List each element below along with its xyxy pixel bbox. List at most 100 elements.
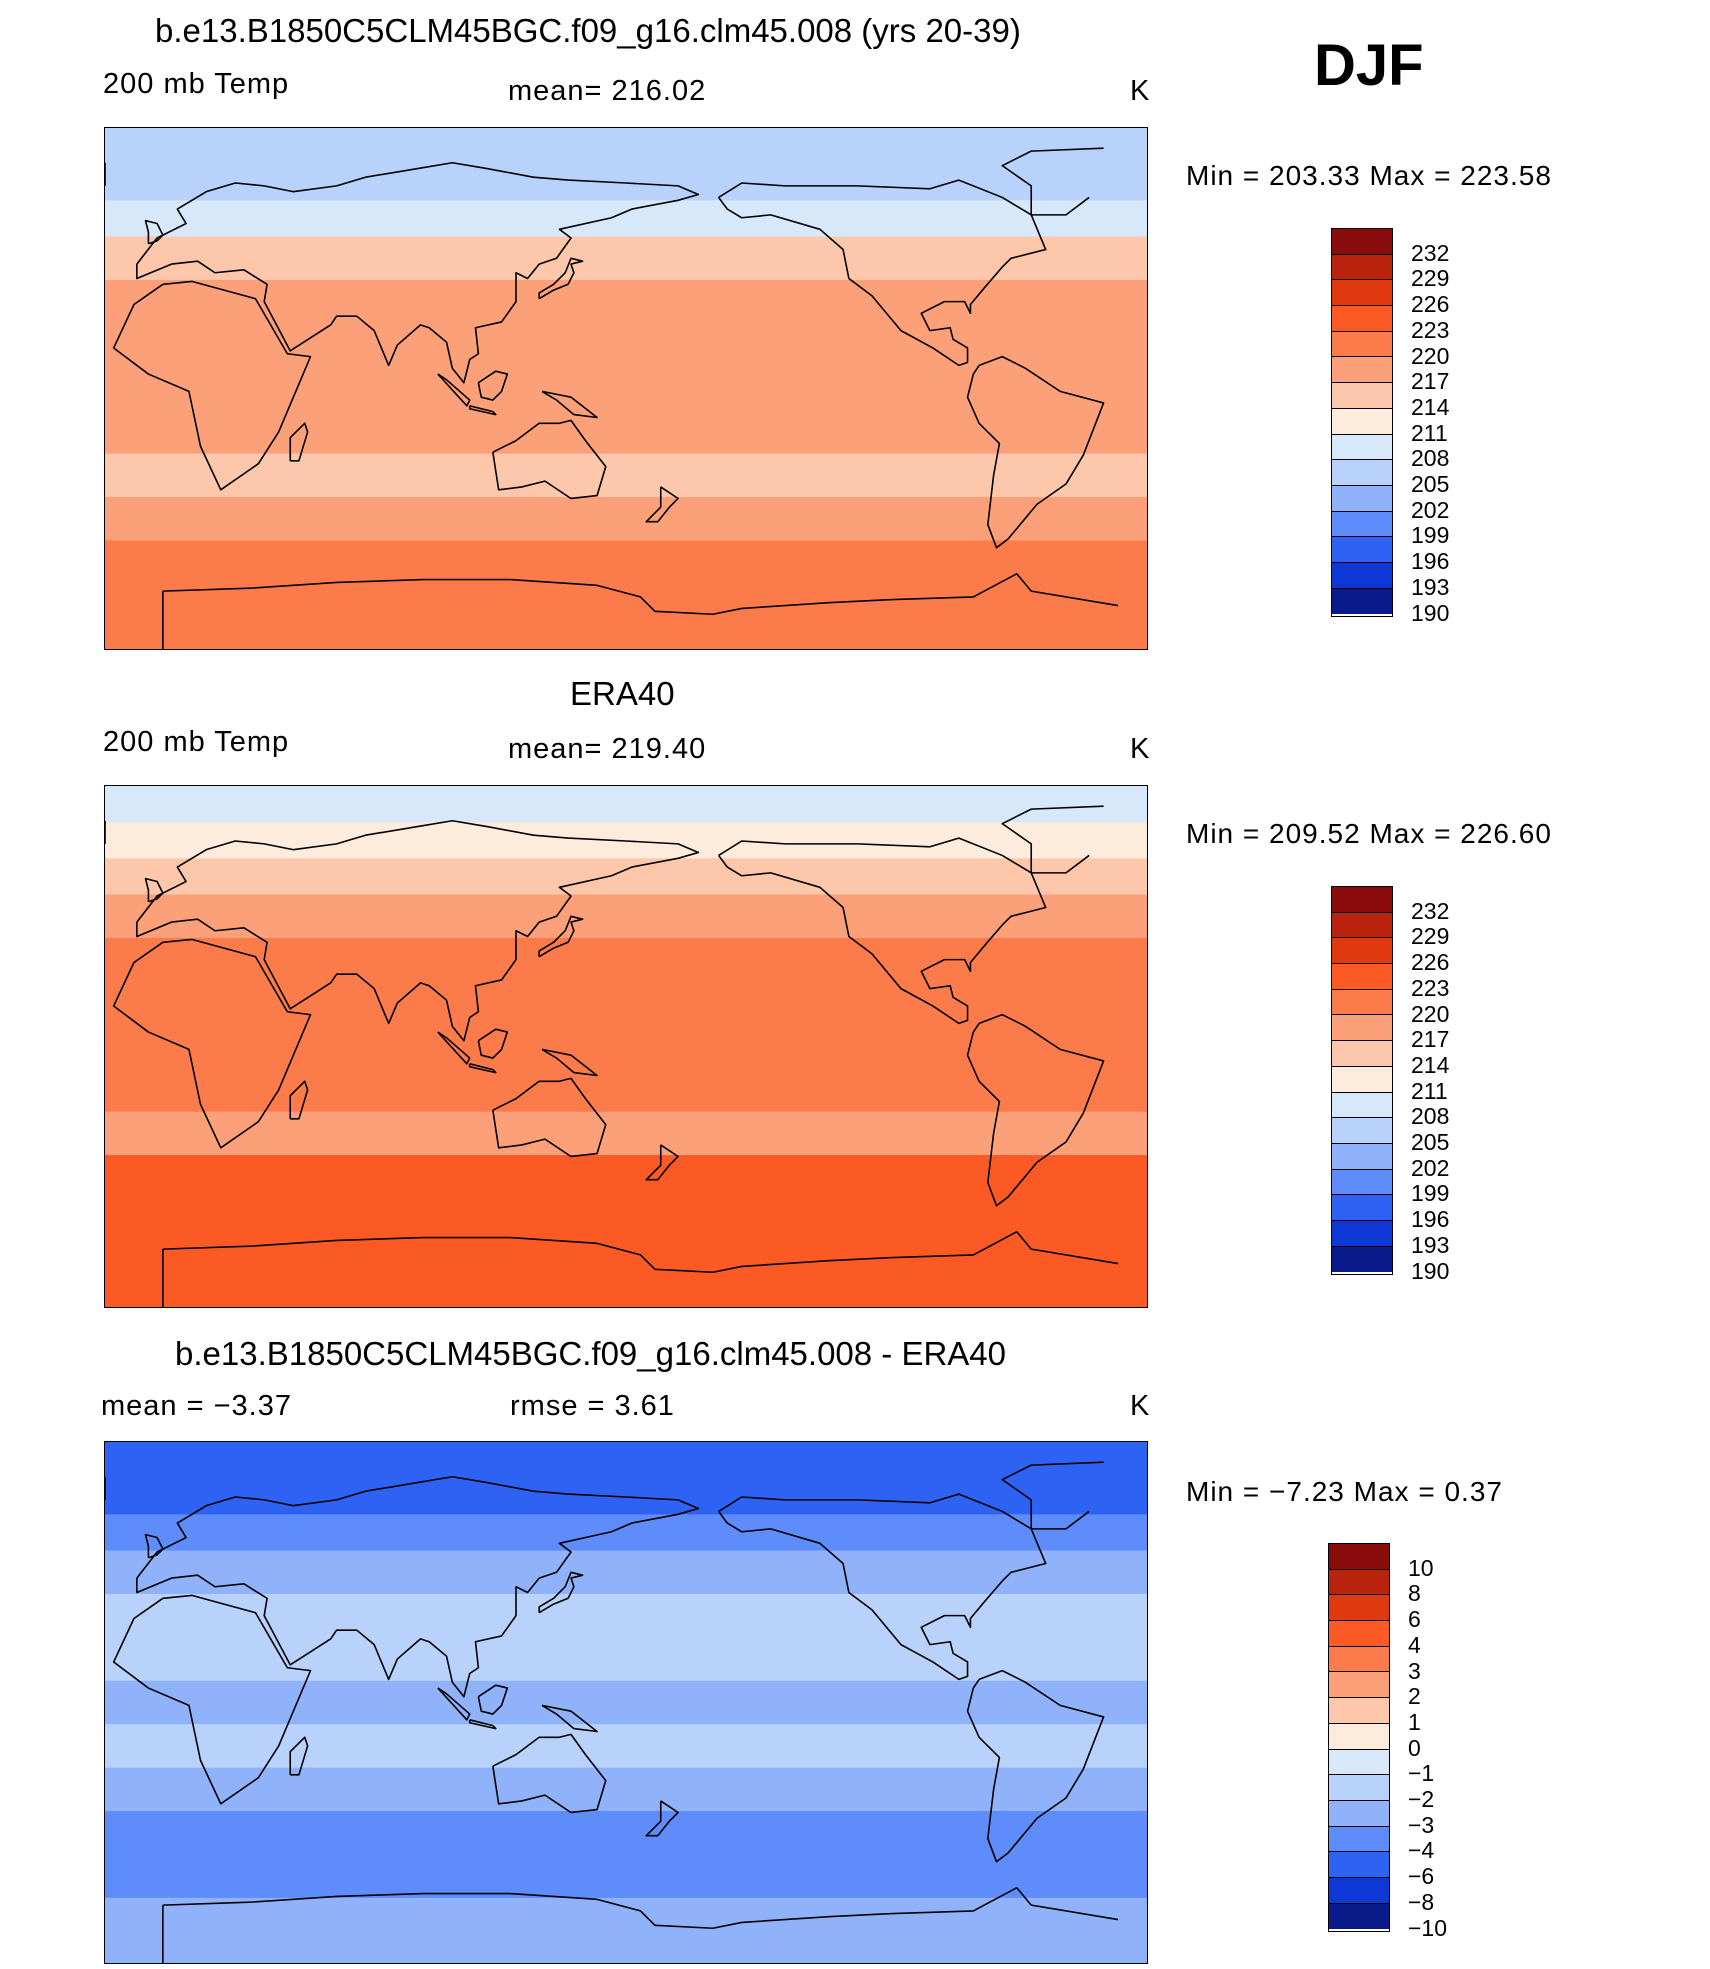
- coastline: [645, 1144, 679, 1181]
- panel-2-field-label: 200 mb Temp: [103, 726, 290, 758]
- colorbar-swatch: [1332, 1220, 1392, 1247]
- contour-band: [105, 366, 1147, 411]
- colorbar-swatch: [1332, 562, 1392, 589]
- colorbar-swatch: [1332, 280, 1392, 307]
- colorbar-swatch: [1329, 1877, 1389, 1904]
- colorbar-tick-label: 196: [1411, 548, 1450, 575]
- coastline: [289, 1736, 309, 1776]
- contour-band: [105, 1068, 1147, 1113]
- coastline: [105, 805, 1104, 874]
- colorbar-swatch: [1332, 989, 1392, 1016]
- season-label: DJF: [1314, 33, 1424, 98]
- contour-band: [105, 786, 1147, 823]
- panel-1-units-label: K: [1130, 75, 1151, 107]
- coastline: [541, 1048, 598, 1077]
- colorbar-tick-label: 211: [1411, 1077, 1448, 1104]
- panel-3-title: b.e13.B1850C5CLM45BGC.f09_g16.clm45.008 …: [175, 1335, 1007, 1372]
- panel-3-minmax: Min = −7.23 Max = 0.37: [1186, 1476, 1503, 1507]
- coastline: [966, 1013, 1105, 1207]
- panel-3-contour-map: [105, 1442, 1147, 1963]
- contour-band: [105, 540, 1147, 585]
- panel-3-units-label: K: [1130, 1390, 1151, 1422]
- coastline: [144, 219, 164, 245]
- coastline: [645, 486, 679, 523]
- coastline: [538, 915, 584, 958]
- colorbar-tick-label: 232: [1411, 239, 1450, 266]
- colorbar-tick-label: 208: [1411, 445, 1450, 472]
- contour-band: [105, 1593, 1147, 1638]
- coastline: [105, 147, 1104, 216]
- coastline: [144, 877, 164, 903]
- colorbar-tick-label: 223: [1411, 316, 1450, 343]
- colorbar-swatch: [1332, 1246, 1392, 1273]
- colorbar-swatch: [1329, 1826, 1389, 1853]
- contour-band: [105, 1550, 1147, 1595]
- panel-2-contour-map: [105, 786, 1147, 1307]
- coastline: [144, 1533, 164, 1559]
- colorbar-tick-label: −8: [1408, 1888, 1435, 1915]
- colorbar-box: [1331, 228, 1393, 617]
- contour-band: [105, 1198, 1147, 1243]
- coastline: [645, 1800, 679, 1837]
- colorbar-tick-label: 229: [1411, 923, 1450, 950]
- coastline: [136, 161, 700, 384]
- colorbar-swatch: [1332, 331, 1392, 358]
- colorbar-swatch: [1332, 254, 1392, 281]
- colorbar-swatch: [1332, 1118, 1392, 1144]
- panel-2-map: [104, 785, 1148, 1308]
- coastline: [112, 1594, 312, 1805]
- panel-2-units-label: K: [1130, 733, 1151, 765]
- colorbar-tick-label: −6: [1408, 1863, 1435, 1890]
- contour-band: [105, 1767, 1147, 1812]
- contour-band: [105, 1514, 1147, 1552]
- colorbar-swatch: [1329, 1569, 1389, 1596]
- coastline: [437, 1687, 471, 1721]
- colorbar-tick-label: 190: [1411, 599, 1450, 626]
- coastline: [717, 1493, 1047, 1681]
- contour-band: [105, 1024, 1147, 1069]
- coastline: [105, 1461, 1104, 1530]
- coastline: [492, 1733, 607, 1814]
- contour-band: [105, 453, 1147, 498]
- colorbar-tick-label: 220: [1411, 1000, 1450, 1027]
- colorbar-box: [1328, 1543, 1390, 1932]
- colorbar-swatch: [1332, 460, 1392, 486]
- colorbar-tick-label: 211: [1411, 419, 1448, 446]
- coastline: [477, 370, 509, 401]
- colorbar-tick-label: 190: [1411, 1257, 1450, 1284]
- colorbar-tick-label: 214: [1411, 1051, 1450, 1078]
- panel-1-field-label: 200 mb Temp: [103, 68, 290, 100]
- contour-band: [105, 200, 1147, 238]
- contour-band: [105, 410, 1147, 455]
- colorbar-tick-label: 6: [1408, 1606, 1421, 1633]
- colorbar-tick-label: 229: [1411, 265, 1450, 292]
- colorbar-tick-label: −4: [1408, 1837, 1435, 1864]
- contour-band: [105, 1854, 1147, 1899]
- colorbar-tick-label: 193: [1411, 573, 1450, 600]
- panel-1-contour-map: [105, 128, 1147, 649]
- contour-band: [105, 981, 1147, 1026]
- colorbar-tick-label: 1: [1408, 1708, 1421, 1735]
- colorbar-tick-label: 4: [1408, 1631, 1421, 1658]
- colorbar-swatch: [1332, 511, 1392, 538]
- colorbar-swatch: [1329, 1723, 1389, 1750]
- coastline: [136, 819, 700, 1042]
- colorbar-tick-label: 199: [1411, 522, 1450, 549]
- colorbar-swatch: [1332, 1195, 1392, 1221]
- colorbar-tick-label: 217: [1411, 1026, 1450, 1053]
- colorbar-swatch: [1329, 1646, 1389, 1673]
- contour-band: [105, 1442, 1147, 1479]
- panel-1-minmax: Min = 203.33 Max = 223.58: [1186, 160, 1552, 191]
- colorbar-swatch: [1332, 434, 1392, 461]
- contour-band: [105, 323, 1147, 368]
- colorbar-swatch: [1329, 1749, 1389, 1776]
- coastline: [717, 837, 1047, 1025]
- colorbar-tick-label: 214: [1411, 393, 1450, 420]
- colorbar-tick-label: 199: [1411, 1180, 1450, 1207]
- colorbar-tick-label: 196: [1411, 1206, 1450, 1233]
- colorbar-tick-label: 208: [1411, 1103, 1450, 1130]
- coastline: [468, 405, 497, 416]
- contour-band: [105, 583, 1147, 649]
- colorbar-swatch: [1329, 1698, 1389, 1724]
- colorbar-tick-label: −2: [1408, 1786, 1435, 1812]
